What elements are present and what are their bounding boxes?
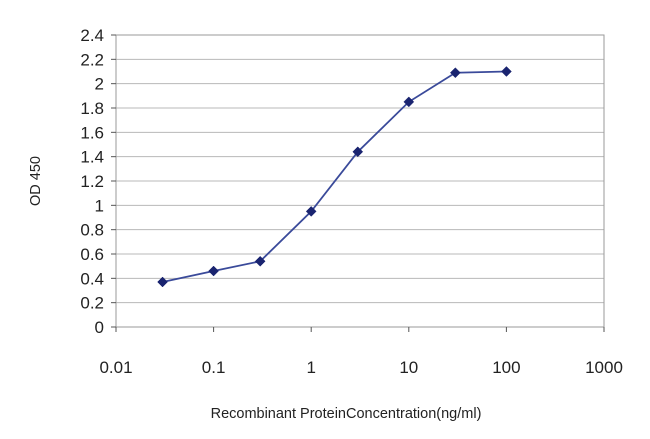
- data-point: [403, 96, 415, 108]
- data-point: [254, 255, 266, 267]
- y-tick-label: 1.8: [80, 99, 104, 118]
- y-tick-label: 1.4: [80, 148, 104, 167]
- y-tick-label: 2.4: [80, 26, 104, 45]
- x-tick-label: 0.01: [99, 358, 132, 377]
- x-tick-label: 1000: [585, 358, 623, 377]
- x-tick-label: 10: [399, 358, 418, 377]
- y-tick-label: 0.2: [80, 294, 104, 313]
- y-tick-label: 1.2: [80, 172, 104, 191]
- grid-lines: [116, 34, 604, 328]
- x-axis-title: Recombinant ProteinConcentration(ng/ml): [211, 406, 482, 422]
- y-tick-label: 1: [95, 196, 104, 215]
- x-tick-label: 0.1: [202, 358, 226, 377]
- x-tick-label: 100: [492, 358, 520, 377]
- x-tick-label: 1: [306, 358, 315, 377]
- data-point: [157, 276, 168, 288]
- series-line: [162, 70, 507, 283]
- y-tick-label: 0: [95, 318, 104, 337]
- y-tick-label: 2.2: [80, 50, 104, 69]
- y-tick-label: 0.6: [80, 245, 104, 264]
- y-tick-label: 1.6: [80, 123, 104, 142]
- y-tick-label: 0.8: [80, 221, 104, 240]
- data-point: [208, 265, 219, 277]
- data-point: [352, 146, 364, 158]
- data-point: [305, 206, 317, 217]
- y-tick-label: 2: [95, 75, 104, 94]
- y-tick-labels: 0 0.2 0.4 0.6 0.8 1 1.2 1.4 1.6 1.8 2 2.2 2.4: [80, 26, 116, 337]
- x-tick-labels: 0.01 0.1 1 10 100 1000: [99, 327, 623, 377]
- data-point: [501, 66, 512, 77]
- y-tick-label: 0.4: [80, 269, 104, 288]
- y-axis-title: OD 450: [28, 156, 44, 206]
- data-point: [450, 67, 461, 79]
- series-layer: [157, 66, 512, 288]
